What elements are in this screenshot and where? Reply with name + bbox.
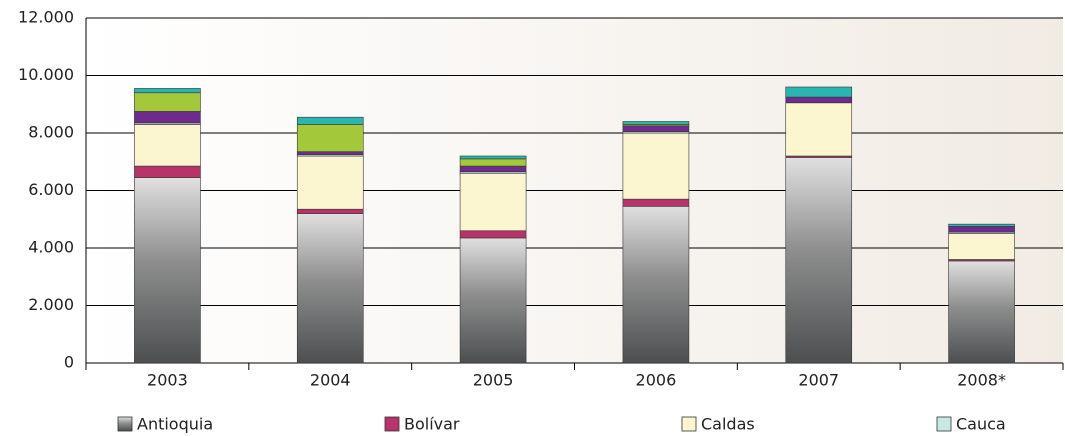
bar-segment <box>459 158 527 167</box>
bar-segment <box>296 208 364 214</box>
bar-segment <box>459 237 527 364</box>
bar-segment <box>134 165 201 178</box>
y-tick-label: 10.000 <box>18 65 74 84</box>
y-tick-label: 12.000 <box>18 8 74 27</box>
bar-segment <box>134 88 201 94</box>
bar-segment <box>296 124 364 152</box>
bar-segment <box>134 92 201 112</box>
bar-segment <box>459 172 527 232</box>
bar-segment <box>296 155 364 210</box>
legend-label: Bolívar <box>404 415 460 434</box>
x-tick-label: 2005 <box>473 371 514 390</box>
bar-segment <box>459 230 527 239</box>
bar-segment <box>785 157 853 364</box>
bar-segment <box>622 125 690 132</box>
bar-segment <box>622 206 690 364</box>
y-tick-label: 2.000 <box>28 295 74 314</box>
legend-swatch <box>117 416 133 432</box>
bar-segment <box>134 111 201 124</box>
legend-swatch <box>384 416 400 432</box>
bar-segment <box>296 116 364 125</box>
y-tick-label: 4.000 <box>28 238 74 257</box>
bar-segment <box>622 198 690 207</box>
bar-segment <box>785 86 853 98</box>
bar-segment <box>459 165 527 173</box>
bar-segment <box>785 102 853 157</box>
bar-segment <box>948 233 1015 260</box>
y-tick-label: 6.000 <box>28 180 74 199</box>
legend-label: Caldas <box>701 415 755 434</box>
legend-swatch <box>681 416 697 432</box>
x-tick-label: 2007 <box>798 371 839 390</box>
bar-segment <box>622 132 690 200</box>
bar-segment <box>296 213 364 364</box>
y-tick-label: 8.000 <box>28 123 74 142</box>
x-tick-label: 2004 <box>310 371 351 390</box>
legend-swatch <box>936 416 952 432</box>
bar-segment <box>296 151 364 155</box>
bar-segment <box>459 155 527 160</box>
bar-segment <box>785 96 853 104</box>
legend-label: Antioquia <box>137 415 213 434</box>
x-tick-label: 2003 <box>147 371 188 390</box>
x-tick-label: 2006 <box>636 371 677 390</box>
bar-segment <box>622 121 690 125</box>
y-tick-label: 0 <box>64 353 74 372</box>
bar-segment <box>948 226 1015 233</box>
bar-segment <box>134 177 201 364</box>
bar-segment <box>948 223 1015 227</box>
legend-label: Cauca <box>956 415 1006 434</box>
bar-segment <box>948 260 1015 364</box>
x-tick-label: 2008* <box>957 371 1006 390</box>
bar-segment <box>134 124 201 167</box>
